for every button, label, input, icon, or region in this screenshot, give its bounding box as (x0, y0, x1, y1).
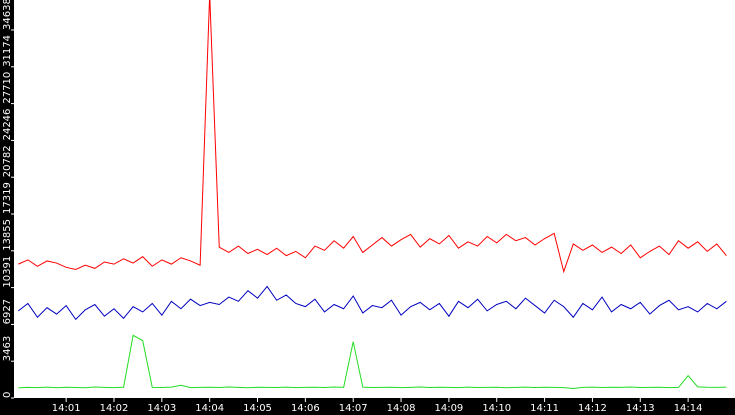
y-tick-label: 31174 (2, 35, 13, 67)
y-tick-label: 0 (2, 392, 13, 398)
x-tick-label: 14:12 (578, 403, 607, 414)
y-tick-label: 34638 (2, 0, 13, 30)
x-tick-label: 14:01 (52, 403, 81, 414)
x-tick-label: 14:03 (147, 403, 176, 414)
y-tick-label: 27710 (2, 72, 13, 104)
y-axis-strip (0, 0, 14, 415)
plot-area (18, 0, 727, 389)
x-tick-label: 14:11 (530, 403, 559, 414)
x-tick-label: 14:07 (339, 403, 368, 414)
x-tick-label: 14:13 (626, 403, 655, 414)
y-tick-label: 3463 (2, 336, 13, 361)
series-line (18, 0, 727, 274)
x-axis-strip (0, 398, 735, 415)
y-tick-label: 24246 (2, 109, 13, 141)
y-tick-label: 20782 (2, 145, 13, 177)
x-tick-label: 14:14 (674, 403, 703, 414)
x-tick-label: 14:08 (387, 403, 416, 414)
y-tick-label: 17319 (2, 182, 13, 214)
x-tick-label: 14:10 (482, 403, 511, 414)
y-tick-label: 6927 (2, 299, 13, 324)
y-tick-label: 13855 (2, 219, 13, 251)
x-tick-label: 14:09 (434, 403, 463, 414)
x-tick-label: 14:06 (291, 403, 320, 414)
series-line (18, 334, 727, 389)
y-tick-label: 10391 (2, 256, 13, 288)
x-tick-label: 14:04 (195, 403, 224, 414)
x-tick-label: 14:05 (243, 403, 272, 414)
x-tick-label: 14:02 (100, 403, 129, 414)
series-line (18, 285, 727, 321)
